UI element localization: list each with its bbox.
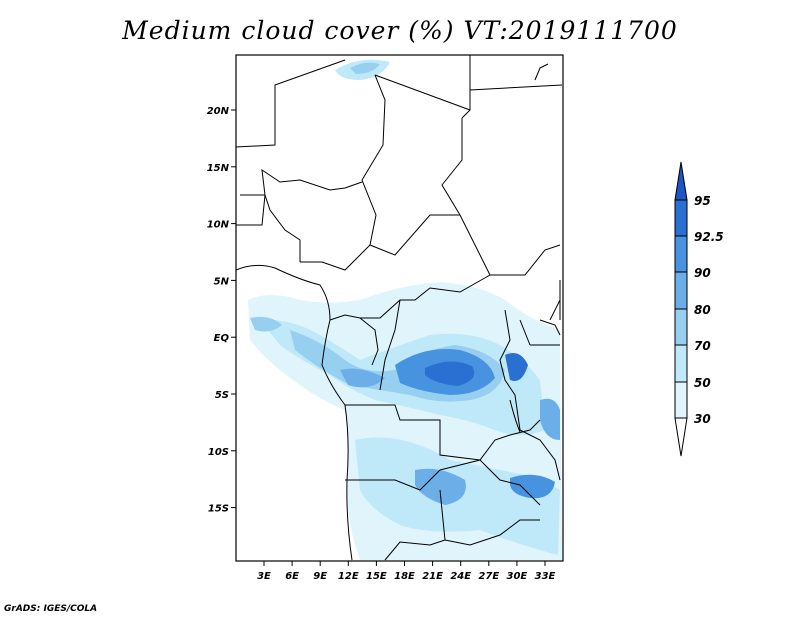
lon-label-27E: 27E [478, 571, 499, 582]
cloud-core-east [505, 352, 528, 381]
lon-label-15E: 15E [366, 571, 387, 582]
lat-label-15S: 15S [208, 504, 229, 515]
cloud-patch-north-core [350, 62, 380, 74]
lat-label-5N: 5N [214, 276, 230, 287]
cloud-core-west [340, 368, 385, 388]
lon-label-6E: 6E [285, 571, 299, 582]
colorbar-arrow-bottom [674, 417, 688, 457]
colorbar-label-30: 30 [694, 412, 711, 426]
cloud-core-southeast [510, 474, 555, 499]
colorbar-box-90 [674, 271, 688, 310]
lon-label-24E: 24E [450, 571, 471, 582]
colorbar-box-95 [674, 199, 688, 237]
colorbar: 95 92.5 90 80 70 50 30 [674, 161, 724, 457]
longitude-axis: 3E 6E 9E 12E 15E 18E 21E 24E 27E 30E 33E [257, 561, 556, 582]
colorbar-label-50: 50 [694, 376, 711, 390]
lat-label-10N: 10N [207, 220, 230, 231]
cloud-core-gulf [250, 316, 282, 332]
colorbar-box-80 [674, 308, 688, 346]
lon-label-33E: 33E [535, 571, 556, 582]
colorbar-label-90: 90 [694, 266, 711, 280]
colorbar-label-70: 70 [694, 339, 711, 353]
colorbar-label-80: 80 [694, 303, 711, 317]
cloud-core-south [415, 468, 466, 505]
colorbar-arrow-top [674, 161, 688, 201]
lon-label-18E: 18E [394, 571, 415, 582]
colorbar-box-50 [674, 381, 688, 419]
credit-label: GrADS: IGES/COLA [4, 604, 98, 614]
colorbar-label-92_5: 92.5 [694, 230, 724, 244]
lat-label-15N: 15N [207, 163, 230, 174]
lon-label-9E: 9E [313, 571, 327, 582]
cloud-core-east-edge [540, 398, 560, 440]
cloud-cover-field [248, 59, 562, 560]
coastlines-borders [235, 55, 563, 561]
lon-label-30E: 30E [507, 571, 528, 582]
lat-label-10S: 10S [208, 447, 229, 458]
map-frame [235, 54, 564, 562]
lat-label-5S: 5S [215, 390, 229, 401]
cloud-core-central-deep [425, 361, 475, 386]
lat-label-20N: 20N [207, 106, 230, 117]
lat-label-EQ: EQ [214, 333, 230, 344]
colorbar-box-70 [674, 344, 688, 383]
colorbar-box-92_5 [674, 235, 688, 273]
chart-title: Medium cloud cover (%) VT:2019111700 [122, 16, 678, 45]
latitude-axis: 20N 15N 10N 5N EQ 5S 10S 15S [207, 106, 236, 515]
lon-label-3E: 3E [257, 571, 271, 582]
colorbar-label-95: 95 [694, 194, 711, 208]
lon-label-21E: 21E [422, 571, 443, 582]
lon-label-12E: 12E [338, 571, 359, 582]
